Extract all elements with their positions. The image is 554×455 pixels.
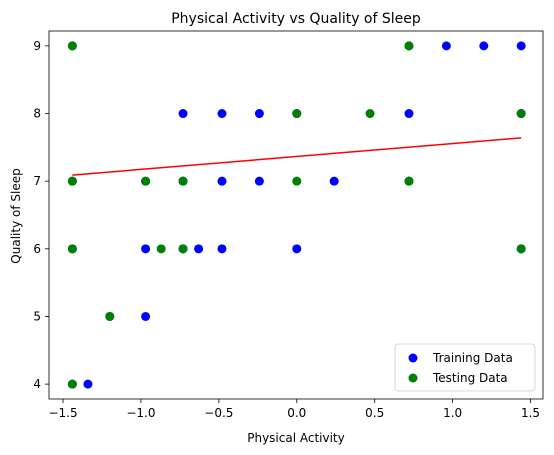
data-point [516,244,526,254]
data-point [194,244,204,254]
chart-title: Physical Activity vs Quality of Sleep [171,11,421,27]
data-point [404,176,414,186]
data-point [141,244,151,254]
y-tick-label: 4 [33,377,41,391]
data-point [67,244,77,254]
data-point [83,379,93,389]
data-point [178,244,188,254]
y-tick-label: 6 [33,242,41,256]
data-point [292,109,302,119]
x-tick-label: 0.5 [365,406,384,420]
y-tick-label: 7 [33,174,41,188]
x-tick-label: −1.5 [48,406,77,420]
data-point [254,109,264,119]
y-tick-label: 5 [33,309,41,323]
data-point [479,41,489,51]
y-axis-label: Quality of Sleep [9,168,23,263]
data-point [441,41,451,51]
y-tick-label: 9 [33,39,41,53]
data-point [178,109,188,119]
data-point [67,379,77,389]
plot-area [48,30,544,400]
legend: Training Data Testing Data [394,343,536,392]
y-axis-ticks: 4 5 6 7 8 9 [33,39,49,391]
x-axis-ticks: −1.5 −1.0 −0.5 0.0 0.5 1.0 1.5 [48,399,540,420]
data-point [67,176,77,186]
x-tick-label: −1.0 [126,406,155,420]
axes-frame [48,30,544,400]
data-point [292,176,302,186]
legend-marker [408,353,418,363]
data-point [217,176,227,186]
data-point [254,176,264,186]
data-point [404,109,414,119]
y-tick-label: 8 [33,107,41,121]
data-point [329,176,339,186]
data-point [156,244,166,254]
x-tick-label: 1.5 [521,406,540,420]
series-1 [67,41,526,389]
data-point [516,109,526,119]
data-point [404,41,414,51]
data-point [217,244,227,254]
x-tick-label: 0.0 [287,406,306,420]
x-tick-label: −0.5 [204,406,233,420]
data-point [141,176,151,186]
data-point [217,109,227,119]
legend-box [394,343,536,392]
data-point [141,311,151,321]
legend-label: Testing Data [432,371,508,385]
legend-marker [408,373,418,383]
data-point [67,41,77,51]
regression-line [72,137,522,176]
x-tick-label: 1.0 [443,406,462,420]
data-point [365,109,375,119]
legend-label: Training Data [432,351,513,365]
data-point [516,41,526,51]
data-point [105,311,115,321]
data-point [292,244,302,254]
data-point [178,176,188,186]
x-axis-label: Physical Activity [247,431,345,445]
